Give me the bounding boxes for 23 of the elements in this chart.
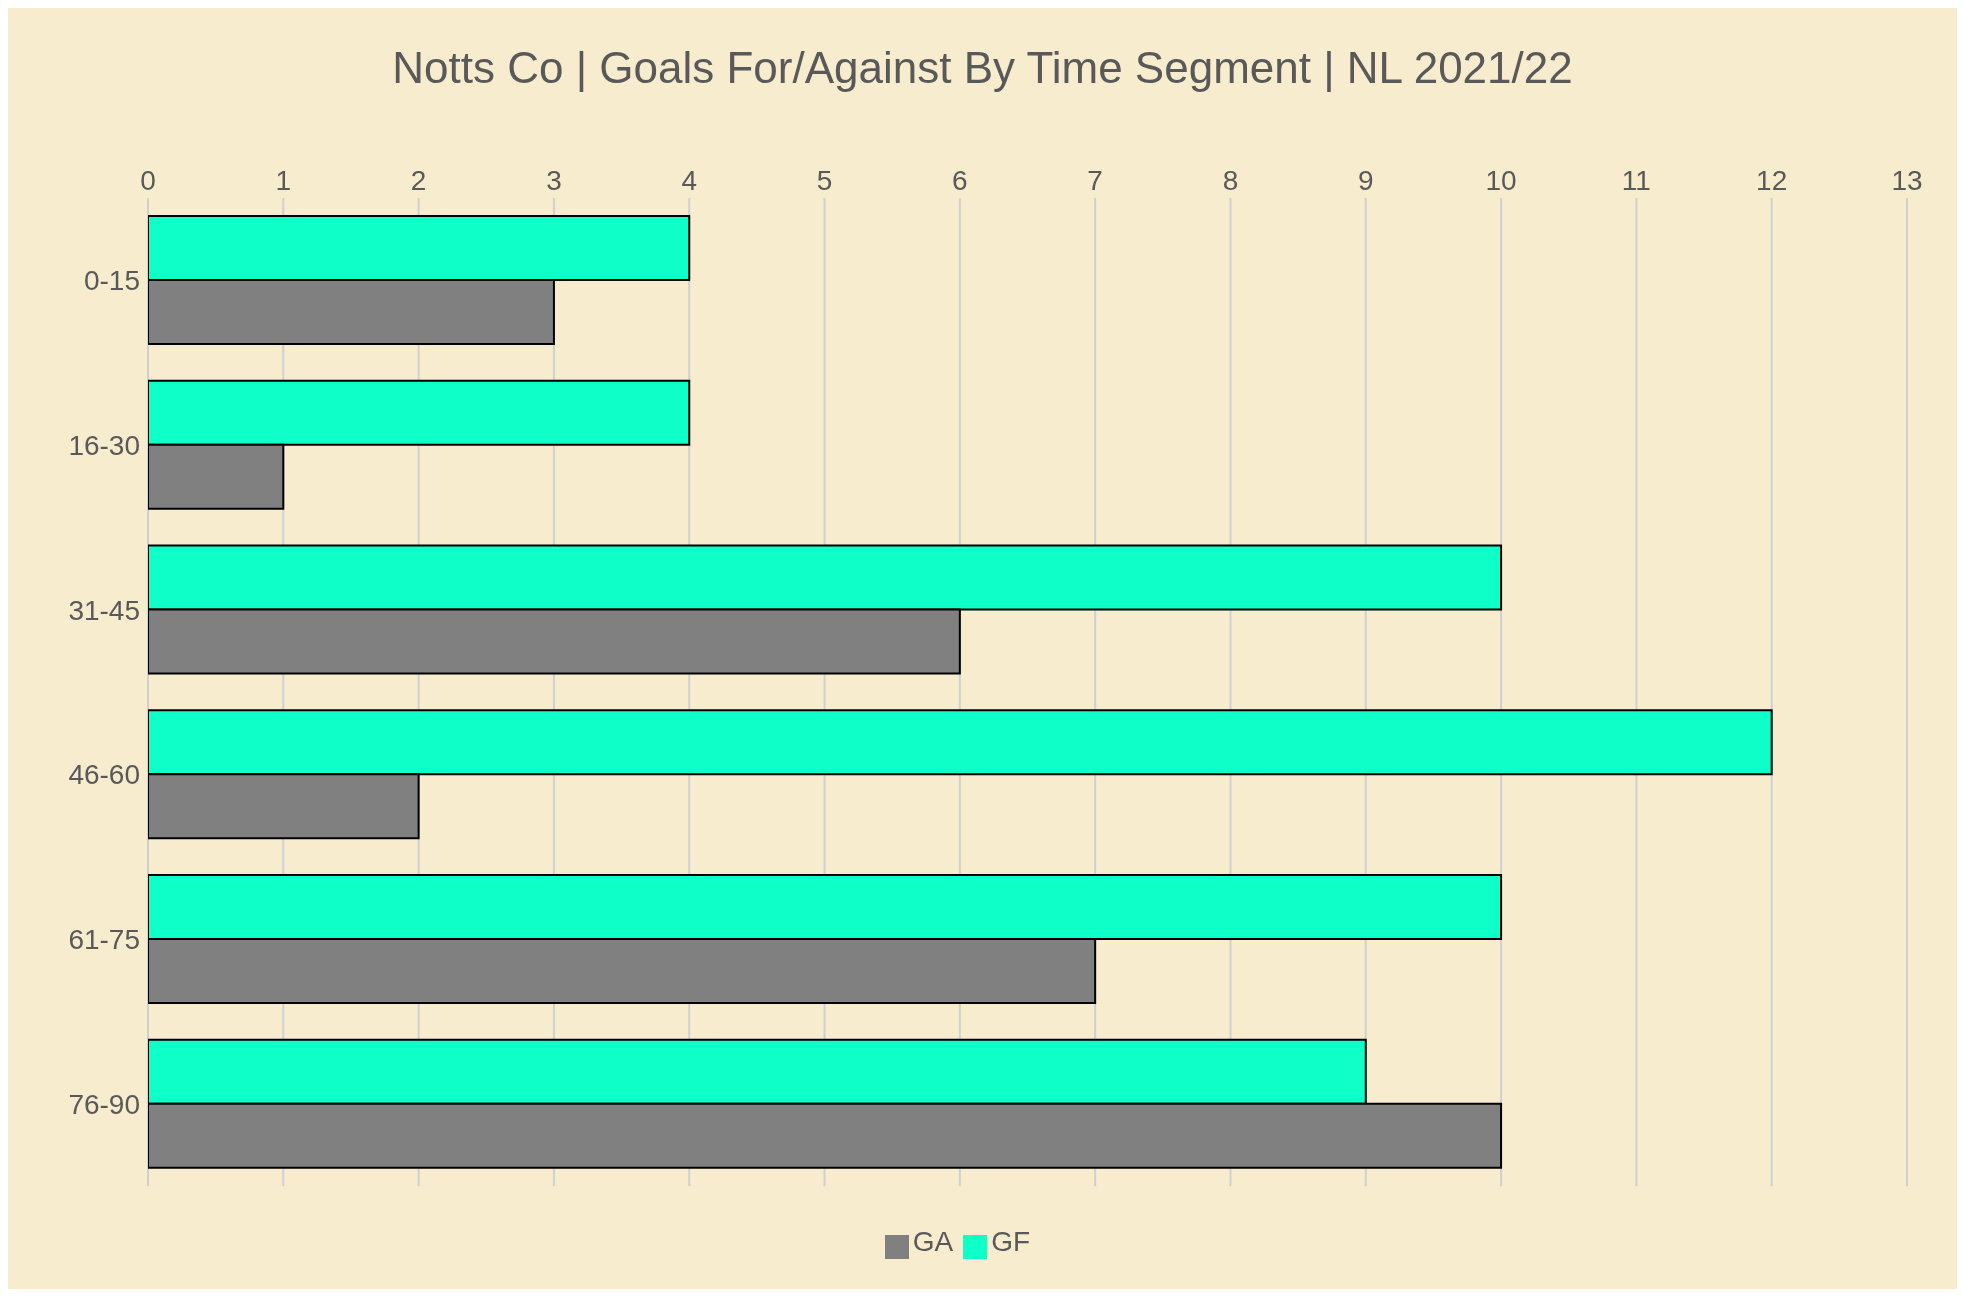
x-tick-label: 0 bbox=[140, 165, 156, 196]
x-tick-label: 13 bbox=[1891, 165, 1923, 196]
y-tick-label: 76-90 bbox=[68, 1088, 140, 1120]
y-tick-label: 16-30 bbox=[68, 430, 140, 461]
x-tick-label: 11 bbox=[1621, 165, 1651, 196]
x-tick-label: 10 bbox=[1485, 165, 1517, 196]
x-tick-label: 7 bbox=[1087, 165, 1103, 196]
x-tick-label: 2 bbox=[410, 165, 427, 196]
x-tick-label: 5 bbox=[816, 165, 833, 196]
y-tick-label: 61-75 bbox=[68, 924, 140, 956]
y-tick-label: 46-60 bbox=[68, 759, 140, 791]
x-tick-label: 4 bbox=[681, 165, 698, 196]
x-tick-label: 1 bbox=[275, 165, 292, 196]
chart-title: Notts Co | Goals For/Against By Time Segment | NL 2021/22 bbox=[391, 42, 1574, 94]
x-tick-label: 8 bbox=[1222, 165, 1239, 196]
x-tick-label: 6 bbox=[952, 165, 968, 196]
legend-label: GF bbox=[991, 1226, 1031, 1258]
x-tick-label: 9 bbox=[1357, 165, 1374, 196]
legend-label: GA bbox=[912, 1226, 954, 1258]
y-tick-label: 0-15 bbox=[83, 265, 140, 297]
y-tick-label: 31-45 bbox=[68, 594, 140, 626]
x-tick-label: 12 bbox=[1756, 165, 1788, 196]
x-tick-label: 3 bbox=[546, 165, 562, 196]
